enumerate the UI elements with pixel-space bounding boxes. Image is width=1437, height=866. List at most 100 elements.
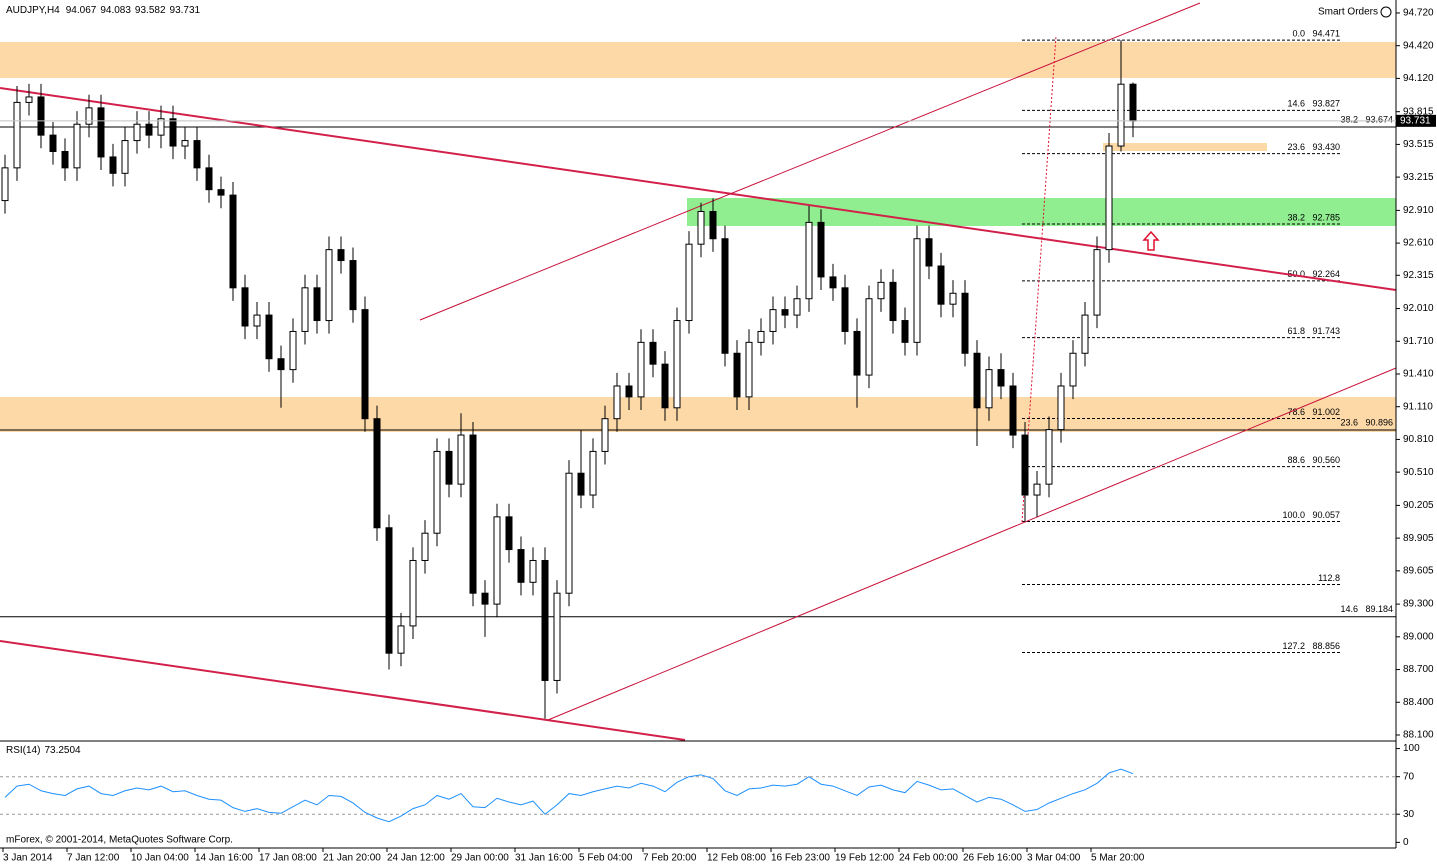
candle-body xyxy=(685,243,693,322)
candle-body xyxy=(757,330,765,343)
candle-body xyxy=(829,276,837,289)
y-tick-label: 94.120 xyxy=(1403,73,1434,84)
candle-body xyxy=(217,189,225,196)
header-low: 93.582 xyxy=(135,5,166,16)
candle-body xyxy=(805,221,813,300)
rsi-tick-label: 0 xyxy=(1403,837,1409,848)
y-tick-label: 89.905 xyxy=(1403,533,1434,544)
candle-body xyxy=(205,167,213,191)
candle-body xyxy=(745,341,753,398)
y-tick-label: 90.510 xyxy=(1403,467,1434,478)
y-tick-label: 91.110 xyxy=(1403,401,1433,412)
candle-body xyxy=(517,549,525,583)
fib-label: 61.8 91.743 xyxy=(1287,326,1340,336)
candle-body xyxy=(601,418,609,452)
candle-body xyxy=(769,309,777,332)
candle-body xyxy=(961,292,969,354)
candle-body xyxy=(613,385,621,420)
y-tick-label: 88.400 xyxy=(1403,697,1434,708)
candle-body xyxy=(925,238,933,267)
candle-body xyxy=(1129,83,1137,122)
levels: 38.2 93.674 23.6 90.896 14.6 89.184 0.0 94.… xyxy=(0,29,1396,654)
x-tick-label: 5 Mar 20:00 xyxy=(1091,853,1145,864)
candle-body xyxy=(301,287,309,332)
header: AUDJPY,H4 94.067 94.083 93.582 93.731 xyxy=(6,5,201,16)
y-tick-label: 91.710 xyxy=(1403,336,1434,347)
candle-body xyxy=(253,314,261,327)
y-tick-label: 89.605 xyxy=(1403,565,1434,576)
x-tick-label: 24 Jan 12:00 xyxy=(387,853,445,864)
rsi-tick-label: 70 xyxy=(1403,771,1415,782)
candle-body xyxy=(337,249,345,262)
candle-body xyxy=(169,118,177,147)
smart-orders-icon[interactable] xyxy=(1380,6,1392,18)
candle-body xyxy=(289,330,297,371)
candle-body xyxy=(421,532,429,561)
fib-label: 112.8 xyxy=(1318,573,1340,583)
y-tick-label: 90.205 xyxy=(1403,500,1434,511)
candle-body xyxy=(13,101,21,169)
current-price-label: 93.731 xyxy=(1400,115,1431,126)
fib-label: 0.0 94.471 xyxy=(1292,29,1340,39)
candle-body xyxy=(229,194,237,289)
zone xyxy=(0,397,1396,432)
fib-label: 14.6 93.827 xyxy=(1287,99,1340,109)
candle-body xyxy=(109,156,117,174)
candle-body xyxy=(277,358,285,371)
header-high: 94.083 xyxy=(100,5,131,16)
candle-body xyxy=(265,314,273,360)
candle-body xyxy=(649,341,657,365)
x-tick-label: 29 Jan 00:00 xyxy=(451,853,509,864)
fib-label: 38.2 92.785 xyxy=(1287,212,1340,222)
candle-body xyxy=(145,123,153,136)
candle-body xyxy=(1081,314,1089,354)
candle-body xyxy=(181,140,189,147)
x-tick-label: 10 Jan 04:00 xyxy=(131,853,189,864)
trend-line xyxy=(0,87,1397,291)
fib-label: 88.6 90.560 xyxy=(1287,455,1340,465)
candle-body xyxy=(625,385,633,398)
candle-body xyxy=(193,140,201,169)
candle-body xyxy=(673,320,681,409)
candle-body xyxy=(433,450,441,534)
rsi-last: 73.2504 xyxy=(44,745,81,756)
candle-body xyxy=(577,472,585,496)
x-tick-label: 31 Jan 16:00 xyxy=(515,853,573,864)
trend-line xyxy=(0,640,686,741)
candle-body xyxy=(997,369,1005,387)
y-tick-label: 89.000 xyxy=(1403,631,1434,642)
candle-body xyxy=(949,292,957,305)
candle-body xyxy=(445,450,453,485)
y-tick-label: 93.815 xyxy=(1403,106,1434,117)
rsi-line xyxy=(4,768,1134,823)
x-tick-label: 21 Jan 20:00 xyxy=(323,853,381,864)
y-tick-label: 91.410 xyxy=(1403,369,1434,380)
candle-body xyxy=(865,298,873,376)
candle-body xyxy=(469,434,477,594)
credit: mForex, © 2001-2014, MetaQuotes Software… xyxy=(6,835,233,846)
candle-body xyxy=(37,96,45,136)
candle-body xyxy=(733,352,741,398)
zone xyxy=(0,42,1396,78)
candle-body xyxy=(1105,145,1113,251)
candle-body xyxy=(373,418,381,529)
current-price-box xyxy=(1396,114,1436,127)
candle-body xyxy=(541,559,549,681)
x-tick-label: 12 Feb 08:00 xyxy=(707,853,766,864)
y-tick-label: 90.810 xyxy=(1403,434,1434,445)
smart-orders[interactable]: Smart Orders xyxy=(1318,7,1378,18)
candle-body xyxy=(121,140,129,174)
candle-body xyxy=(901,320,909,343)
candle-body xyxy=(817,221,825,278)
rsi-tick-label: 30 xyxy=(1403,809,1415,820)
y-tick-label: 88.700 xyxy=(1403,664,1434,675)
x-tick-label: 3 Jan 2014 xyxy=(3,853,53,864)
candle-body xyxy=(553,592,561,681)
candle-body xyxy=(385,527,393,654)
x-tick-label: 19 Feb 12:00 xyxy=(835,853,894,864)
y-tick-label: 93.215 xyxy=(1403,172,1434,183)
candle-body xyxy=(493,516,501,605)
